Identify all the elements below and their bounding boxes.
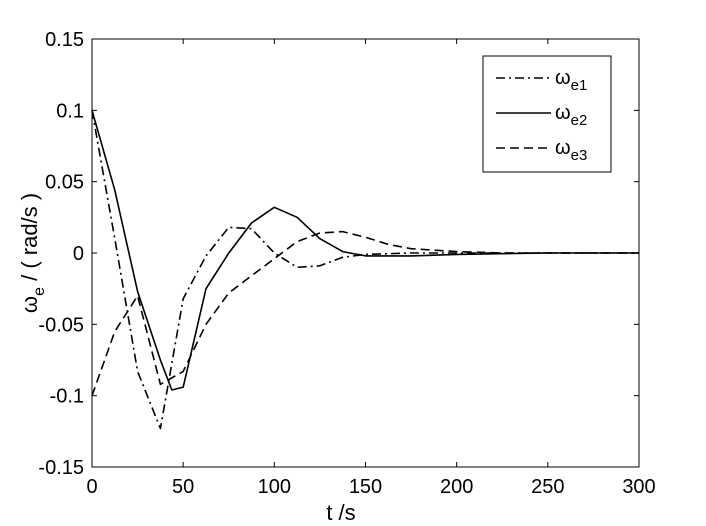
series-line-e3 xyxy=(91,230,639,396)
legend-label-e3: ωe3 xyxy=(555,137,587,164)
y-tick-label: -0.15 xyxy=(38,457,84,479)
y-tick-label: -0.1 xyxy=(50,386,84,408)
x-tick-label: 200 xyxy=(440,476,473,498)
y-tick-label: 0.15 xyxy=(45,29,84,51)
legend-label-e1: ωe1 xyxy=(555,67,587,94)
x-tick-label: 0 xyxy=(86,476,97,498)
x-tick-label: 50 xyxy=(172,476,194,498)
legend-label-subscript: e2 xyxy=(571,112,588,129)
legend-label-subscript: e1 xyxy=(571,77,588,94)
x-tick-label: 300 xyxy=(622,476,655,498)
y-tick-label: 0 xyxy=(73,243,84,265)
x-tick-label: 150 xyxy=(349,476,382,498)
y-tick-label: 0.1 xyxy=(56,100,84,122)
y-tick-label: -0.05 xyxy=(38,314,84,336)
y-axis-label-unit: / ( rad/s ) xyxy=(17,193,42,287)
series-line-e2 xyxy=(91,110,639,391)
series-lines xyxy=(91,110,639,430)
legend-label-symbol: ω xyxy=(555,67,571,89)
x-tick-label: 100 xyxy=(258,476,291,498)
x-tick-label: 250 xyxy=(531,476,564,498)
legend-label-symbol: ω xyxy=(555,102,571,124)
x-axis-label: t /s xyxy=(326,500,355,525)
y-axis-label: ωe / ( rad/s ) xyxy=(17,193,48,313)
y-axis-label-symbol: ω xyxy=(17,296,42,313)
axis-ticks: 0 50 100 150 200 250 300 -0.15 -0.1 -0.05 0 0.05 0.1… xyxy=(38,29,655,498)
y-axis-label-subscript: e xyxy=(31,287,48,296)
legend-label-symbol: ω xyxy=(555,137,571,159)
series-line-e1 xyxy=(91,110,639,430)
legend-label-subscript: e3 xyxy=(571,147,588,164)
legend-label-e2: ωe2 xyxy=(555,102,587,129)
legend-box xyxy=(482,55,612,173)
y-tick-label: 0.05 xyxy=(45,172,84,194)
